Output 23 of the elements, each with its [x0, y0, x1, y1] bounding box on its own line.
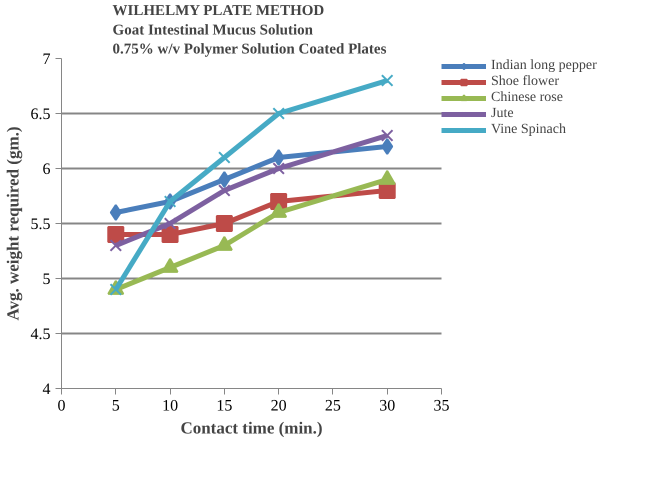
x-tick-label: 5 [112, 398, 120, 414]
x-tick-label: 25 [324, 398, 341, 414]
y-tick-label: 6 [42, 161, 50, 178]
x-tick-label: 20 [270, 398, 287, 414]
x-tick-label: 10 [162, 398, 178, 414]
y-tick-label: 4 [42, 381, 50, 398]
y-tick-label: 6.5 [30, 106, 50, 123]
y-axis-title: Avg. weight required (gm.) [4, 126, 22, 321]
x-tick-label: 30 [379, 398, 396, 414]
legend-label: Shoe flower [491, 74, 560, 90]
y-tick-label: 4.5 [30, 326, 50, 343]
y-tick-label: 7 [42, 51, 50, 68]
legend-label: Jute [491, 106, 514, 122]
chart-title: WILHELMY PLATE METHOD Goat Intestinal Mucus Solution 0.75% w/v Polymer Solution Coated Plates [112, 3, 387, 58]
x-tick-label: 15 [216, 398, 232, 414]
legend-label: Indian long pepper [491, 58, 597, 74]
x-tick-label: 0 [58, 398, 66, 414]
legend-label: Vine Spinach [491, 122, 566, 138]
x-tick-label: 35 [434, 398, 450, 414]
legend-label: Chinese rose [491, 90, 563, 106]
x-axis-title: Contact time (min.) [180, 418, 323, 438]
y-tick-label: 5.5 [30, 216, 50, 233]
y-tick-label: 5 [42, 271, 50, 288]
